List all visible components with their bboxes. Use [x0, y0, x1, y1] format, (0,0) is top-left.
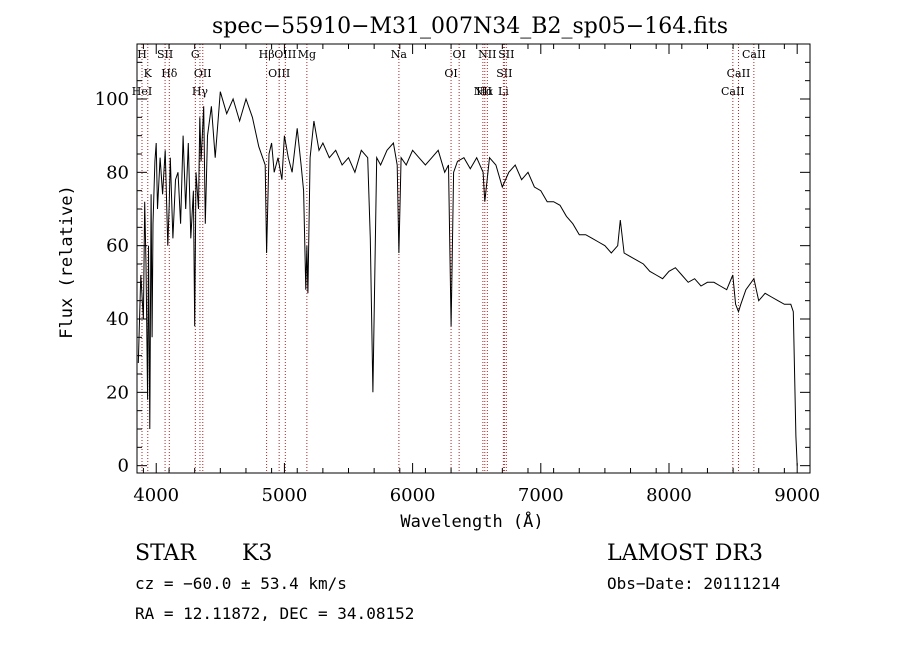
spectrum-series: [137, 91, 798, 466]
line-label: CaII: [721, 85, 745, 98]
x-tick-label: 5000: [262, 485, 308, 506]
x-tick-label: 7000: [518, 485, 564, 506]
chart-title: spec−55910−M31_007N34_B2_sp05−164.fits: [212, 14, 728, 39]
line-label: Hα: [476, 85, 494, 98]
x-tick-label: 6000: [390, 485, 436, 506]
line-label: H: [137, 48, 147, 61]
y-tick-label: 80: [106, 162, 129, 183]
plot-frame: [136, 43, 811, 474]
x-axis-ticks: 4000 5000 6000 7000 8000 9000: [133, 44, 820, 506]
line-label: Li: [498, 85, 509, 98]
x-tick-label: 9000: [774, 485, 820, 506]
x-axis-label: Wavelength (Å): [400, 510, 543, 532]
y-tick-label: 40: [106, 309, 129, 330]
line-label: G: [191, 48, 200, 61]
coordinates: RA = 12.11872, DEC = 34.08152: [135, 604, 414, 623]
y-tick-label: 0: [118, 456, 129, 477]
line-label: HeI: [132, 85, 152, 98]
y-tick-label: 100: [95, 89, 129, 110]
line-label: CaII: [727, 67, 751, 80]
line-label: SII: [157, 48, 173, 61]
observation-date: Obs−Date: 20111214: [607, 574, 780, 593]
y-tick-label: 20: [106, 382, 129, 403]
line-label: Hγ: [192, 85, 209, 98]
line-label: OIII: [274, 48, 296, 61]
line-label: NII: [474, 85, 492, 98]
object-subclass: K3: [242, 541, 272, 566]
x-tick-label: 8000: [646, 485, 692, 506]
survey-release: LAMOST DR3: [607, 541, 763, 566]
line-label: OI: [452, 48, 465, 61]
y-tick-label: 60: [106, 236, 129, 257]
y-axis-ticks: 0 20 40 60 80 100: [95, 61, 810, 477]
line-label: OI: [444, 67, 457, 80]
x-tick-label: 4000: [133, 485, 179, 506]
line-label: OIII: [268, 67, 290, 80]
line-label: CaII: [742, 48, 766, 61]
line-label: K: [144, 67, 153, 80]
line-label: Hβ: [259, 48, 275, 61]
line-label: SII: [496, 67, 512, 80]
line-markers: [141, 44, 755, 473]
line-label: Na: [391, 48, 408, 61]
redshift-velocity: cz = −60.0 ± 53.4 km/s: [135, 574, 347, 593]
line-label: Mg: [298, 48, 316, 61]
y-axis-label: Flux (relative): [57, 185, 77, 339]
object-class: STAR: [135, 541, 197, 566]
line-label: NII: [478, 48, 496, 61]
line-label: SII: [498, 48, 514, 61]
line-label: OII: [194, 67, 212, 80]
line-label: Hδ: [161, 67, 178, 80]
